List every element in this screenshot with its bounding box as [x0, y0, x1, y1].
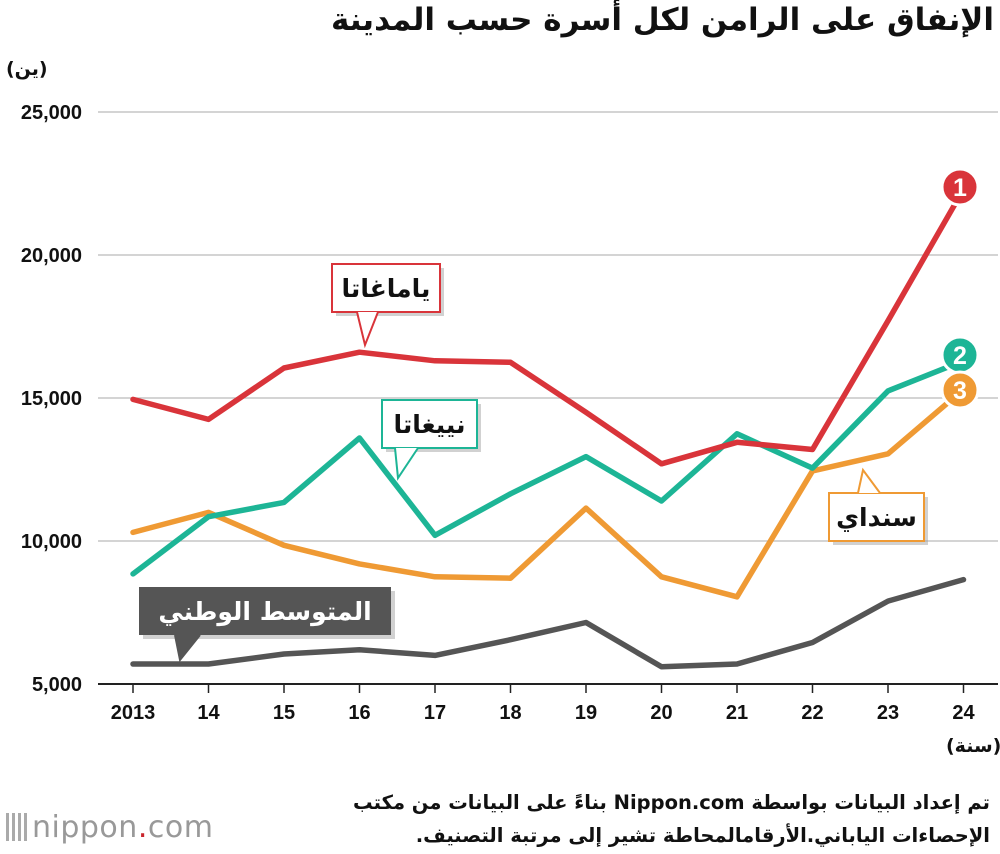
callout-niigata: نييغاتا — [381, 399, 481, 481]
x-tick-label: 19 — [575, 702, 597, 724]
callout-box — [139, 587, 391, 635]
x-tick-label: 21 — [726, 702, 748, 724]
chart-title: الإنفاق على الرامن لكل أسرة حسب المدينة — [330, 2, 994, 38]
series-line-sendai — [130, 386, 967, 600]
callout-tail-outline — [174, 634, 201, 663]
series-line-niigata — [130, 358, 967, 577]
logo-bars-icon — [6, 813, 28, 841]
x-tick-label: 2013 — [111, 702, 156, 724]
x-tick-label: 17 — [424, 702, 446, 724]
x-tick-label: 14 — [197, 702, 220, 724]
series-line-yamagata — [130, 186, 967, 467]
callout-tail — [357, 312, 378, 345]
x-axis: 2013 14 15 16 17 18 19 20 21 22 23 24 — [111, 684, 975, 724]
rank-badge-yamagata — [940, 167, 980, 207]
series-line-national — [130, 576, 967, 670]
x-tick-label: 16 — [348, 702, 370, 724]
series-label-yamagata: ياماغاتا — [342, 274, 431, 303]
callout-national: المتوسط الوطني — [139, 587, 395, 663]
x-tick-label: 23 — [877, 702, 899, 724]
callout-yamagata: ياماغاتا — [331, 263, 444, 349]
callout-tail-outline — [394, 447, 419, 481]
x-tick-label: 20 — [650, 702, 672, 724]
callout-tail — [858, 470, 880, 493]
source-note-line-2: الإحصاءات الياباني.الأرقامالمحاطة تشير إ… — [415, 824, 990, 847]
y-tick-label: 20,000 — [21, 245, 82, 267]
series-lines — [130, 186, 967, 670]
x-tick-label: 18 — [499, 702, 521, 724]
rank-number-sendai: 3 — [953, 377, 967, 405]
callout-sendai: سنداي — [828, 467, 928, 545]
y-tick-label: 10,000 — [21, 531, 82, 553]
x-tick-label: 22 — [801, 702, 823, 724]
series-label-niigata: نييغاتا — [393, 410, 465, 439]
callout-box — [828, 492, 925, 542]
callout-box — [331, 263, 441, 313]
rank-badges: 1 2 3 — [940, 167, 980, 410]
callout-tail-outline — [857, 467, 881, 494]
y-tick-label: 5,000 — [32, 674, 82, 696]
rank-number-yamagata: 1 — [953, 174, 967, 202]
callout-tail-outline — [356, 311, 379, 349]
series-label-sendai: سنداي — [836, 503, 917, 533]
x-tick-label: 15 — [273, 702, 295, 724]
rank-badge-sendai — [940, 370, 980, 410]
y-axis-ticks: 5,000 10,000 15,000 20,000 25,000 — [21, 102, 82, 696]
y-tick-label: 25,000 — [21, 102, 82, 124]
x-tick-label: 24 — [952, 702, 975, 724]
y-tick-label: 15,000 — [21, 388, 82, 410]
source-note-line-1: تم إعداد البيانات بواسطة Nippon.com بناء… — [353, 791, 990, 814]
callout-box — [381, 399, 478, 449]
series-label-national: المتوسط الوطني — [158, 597, 371, 627]
nippon-logo[interactable]: nippon.com — [6, 810, 213, 845]
rank-number-niigata: 2 — [953, 342, 967, 370]
source-note: تم إعداد البيانات بواسطة Nippon.com بناء… — [310, 786, 990, 852]
series-callouts: ياماغاتا نييغاتا سنداي المتوسط الوطني — [139, 263, 928, 663]
y-axis-unit-label: (ين) — [6, 58, 48, 80]
x-axis-unit-label: (سنة) — [946, 735, 1000, 757]
